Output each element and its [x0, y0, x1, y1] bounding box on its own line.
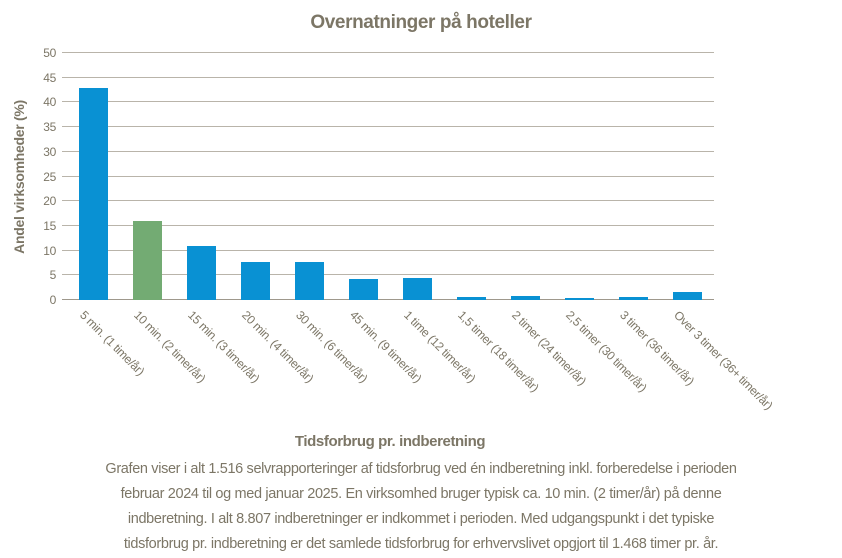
- chart-title: Overnatninger på hoteller: [310, 12, 532, 33]
- bar: [672, 292, 702, 300]
- y-axis-title: Andel virksomheder (%): [8, 53, 30, 300]
- bar: [618, 297, 648, 300]
- y-tick-label: 5: [49, 268, 57, 283]
- bar: [186, 245, 216, 300]
- bar-highlighted: [132, 220, 162, 300]
- bar: [564, 298, 594, 300]
- gridline: [62, 101, 714, 103]
- bar: [456, 297, 486, 300]
- gridline: [62, 150, 714, 152]
- plot-area: [62, 52, 714, 300]
- y-tick-label: 20: [43, 194, 56, 209]
- y-tick-label: 0: [49, 293, 57, 307]
- gridline: [62, 224, 714, 226]
- x-axis-line: [62, 299, 714, 300]
- caption: Grafen viser i alt 1.516 selvrapporterin…: [0, 457, 842, 557]
- caption-line-3: indberetning. I alt 8.807 indberetninger…: [127, 511, 715, 527]
- x-axis-labels: 5 min. (1 time/år) 10 min. (2 timer/år) 15…: [66, 304, 826, 434]
- gridline: [62, 200, 714, 202]
- gridline: [62, 274, 714, 276]
- gridline: [62, 249, 714, 251]
- y-axis-title-text: Andel virksomheder (%): [11, 99, 28, 254]
- y-tick-label: 15: [43, 218, 56, 233]
- caption-line-4: tidsforbrug pr. indberetning er det saml…: [123, 536, 719, 552]
- y-tick-label: 40: [43, 95, 56, 110]
- bar: [402, 277, 432, 300]
- bar: [510, 295, 540, 300]
- gridline: [62, 175, 714, 177]
- bar: [348, 278, 378, 300]
- gridline: [62, 52, 714, 53]
- x-axis-title: Tidsforbrug pr. indberetning: [294, 433, 486, 450]
- y-tick-label: 25: [43, 169, 56, 184]
- gridline: [62, 126, 714, 128]
- bar: [294, 262, 324, 300]
- bar: [78, 87, 108, 300]
- y-tick-label: 50: [43, 46, 56, 60]
- x-tick-label: Over 3 timer (36+ timer/år): [671, 308, 776, 413]
- y-tick-label: 45: [43, 70, 56, 85]
- gridline: [62, 76, 714, 78]
- y-tick-label: 30: [43, 144, 56, 159]
- caption-line-2: februar 2024 til og med januar 2025. En …: [120, 486, 722, 502]
- y-tick-label: 35: [43, 120, 56, 135]
- caption-line-1: Grafen viser i alt 1.516 selvrapporterin…: [105, 461, 737, 477]
- y-tick-label: 10: [43, 243, 56, 258]
- bar: [240, 261, 270, 300]
- y-axis-ticks: 0 5 10 15 20 25 30 35 40 45 50: [30, 46, 58, 307]
